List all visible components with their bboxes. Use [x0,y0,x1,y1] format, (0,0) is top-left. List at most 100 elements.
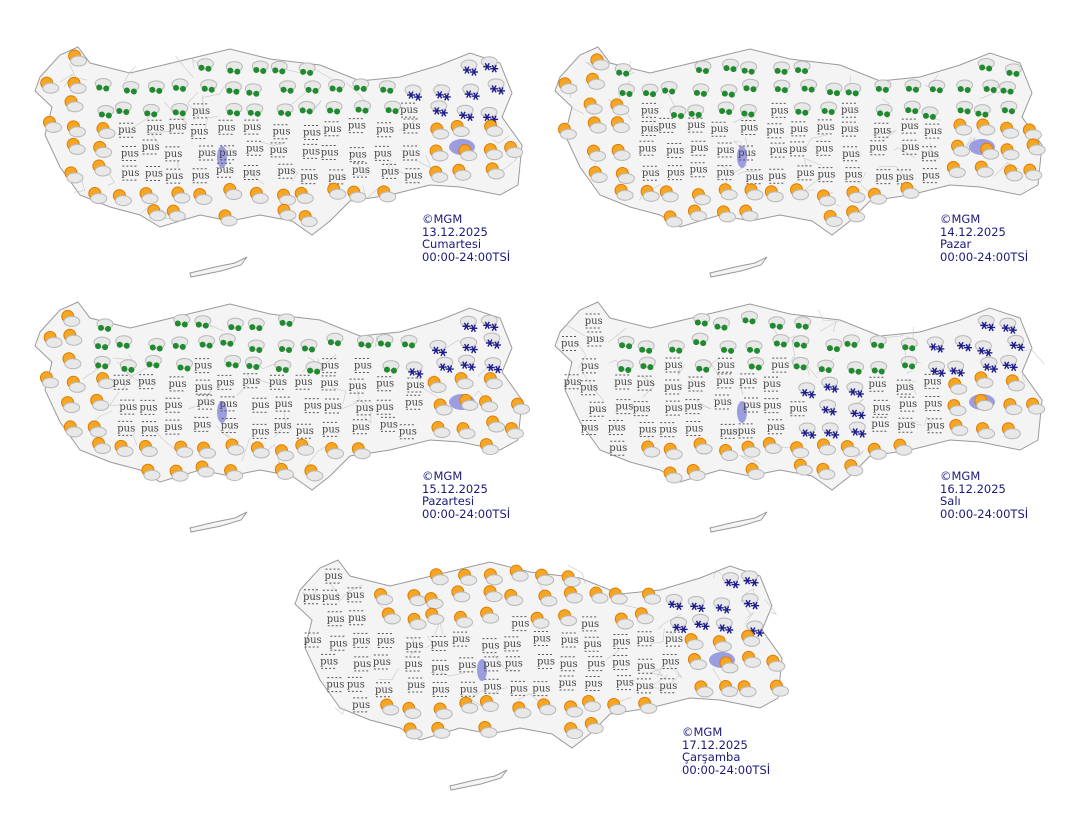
svg-text:pus: pus [763,379,781,390]
snow-icon [974,340,993,357]
partly-cloudy-icon [719,656,739,674]
svg-text:pus: pus [402,148,420,159]
svg-text:pus: pus [665,634,683,645]
svg-text:pus: pus [587,659,605,670]
svg-text:pus: pus [194,361,212,372]
fog-icon: pus [218,119,236,135]
fog-icon: pus [580,380,598,396]
svg-text:pus: pus [165,171,183,182]
svg-text:pus: pus [483,659,501,670]
partly-cloudy-icon [459,393,479,411]
rain-icon [176,357,194,372]
fog-icon: pus [328,169,346,185]
svg-text:pus: pus [875,172,893,183]
fog-icon: pus [924,395,942,411]
svg-text:pus: pus [140,402,158,413]
fog-icon: pus [637,658,655,674]
partly-cloudy-icon [433,702,453,720]
fog-icon: pus [658,117,676,133]
svg-text:pus: pus [242,376,260,387]
fog-icon: pus [303,589,321,605]
fog-icon: pus [192,168,210,184]
partly-cloudy-icon [450,119,470,137]
rain-icon [382,360,400,374]
fog-icon: pus [738,145,756,161]
partly-cloudy-icon [687,653,707,671]
svg-text:pus: pus [252,426,270,437]
fog-icon: pus [243,119,261,135]
rain-icon [825,82,843,97]
svg-text:pus: pus [690,165,708,176]
partly-cloudy-icon [43,330,63,348]
fog-icon: pus [432,681,450,697]
rain-icon [93,355,111,370]
snow-icon [405,361,424,378]
svg-text:pus: pus [641,105,659,116]
fog-icon: pus [169,118,187,134]
partly-cloudy-icon [407,589,427,607]
svg-text:pus: pus [746,172,764,183]
svg-text:pus: pus [897,420,915,431]
partly-cloudy-icon [63,328,83,346]
partly-cloudy-icon [846,185,866,203]
fog-icon: pus [327,611,345,627]
fog-icon: pus [375,682,393,698]
fog-icon: pus [738,423,756,439]
rain-icon [246,103,264,117]
rain-icon [793,102,811,116]
partly-cloudy-icon [64,95,84,113]
snow-icon [846,381,864,398]
rain-icon [773,79,791,94]
partly-cloudy-icon [429,568,449,586]
partly-cloudy-icon [719,680,739,698]
snow-icon [459,315,478,333]
svg-text:pus: pus [771,360,789,371]
rain-icon [198,335,216,349]
svg-text:pus: pus [770,145,788,156]
svg-text:pus: pus [269,377,287,388]
partly-cloudy-icon [63,420,83,438]
svg-text:pus: pus [658,120,676,131]
forecast-map-4: pus pus pus pus pus pus pus pus pus pus pus pus pus p… [550,290,1050,540]
fog-icon: pus [642,165,660,181]
svg-text:pus: pus [374,148,392,159]
snow-icon [947,360,965,377]
svg-text:pus: pus [639,143,657,154]
svg-text:pus: pus [817,170,835,181]
forecast-map-2: pus pus pus pus pus pus pus pus pus pus pus pus pus p… [550,35,1050,285]
snow-icon [456,104,475,122]
partly-cloudy-icon [564,722,584,740]
svg-text:pus: pus [376,379,394,390]
fog-icon: pus [140,399,158,415]
fog-icon: pus [560,656,578,672]
svg-text:pus: pus [373,657,391,668]
svg-text:pus: pus [353,659,371,670]
rain-icon [875,103,893,118]
rain-icon [794,316,812,330]
svg-text:pus: pus [484,681,502,692]
svg-text:pus: pus [300,172,318,183]
copyright: ©MGM [422,469,463,483]
svg-text:pus: pus [612,657,630,668]
rain-icon [196,58,214,72]
fog-icon: pus [460,681,478,697]
svg-text:pus: pus [219,399,237,410]
svg-text:pus: pus [406,640,424,651]
partly-cloudy-icon [61,396,81,414]
svg-text:pus: pus [142,142,160,153]
partly-cloudy-icon [947,399,967,417]
rain-icon [305,361,323,375]
partly-cloudy-icon [454,610,474,628]
partly-cloudy-icon [62,352,82,370]
fog-icon: pus [717,142,735,158]
svg-text:pus: pus [348,613,366,624]
fog-icon: pus [219,396,237,412]
partly-cloudy-icon [976,422,996,440]
fog-icon: pus [295,374,313,390]
fog-icon: pus [117,420,135,436]
svg-text:pus: pus [346,590,364,601]
